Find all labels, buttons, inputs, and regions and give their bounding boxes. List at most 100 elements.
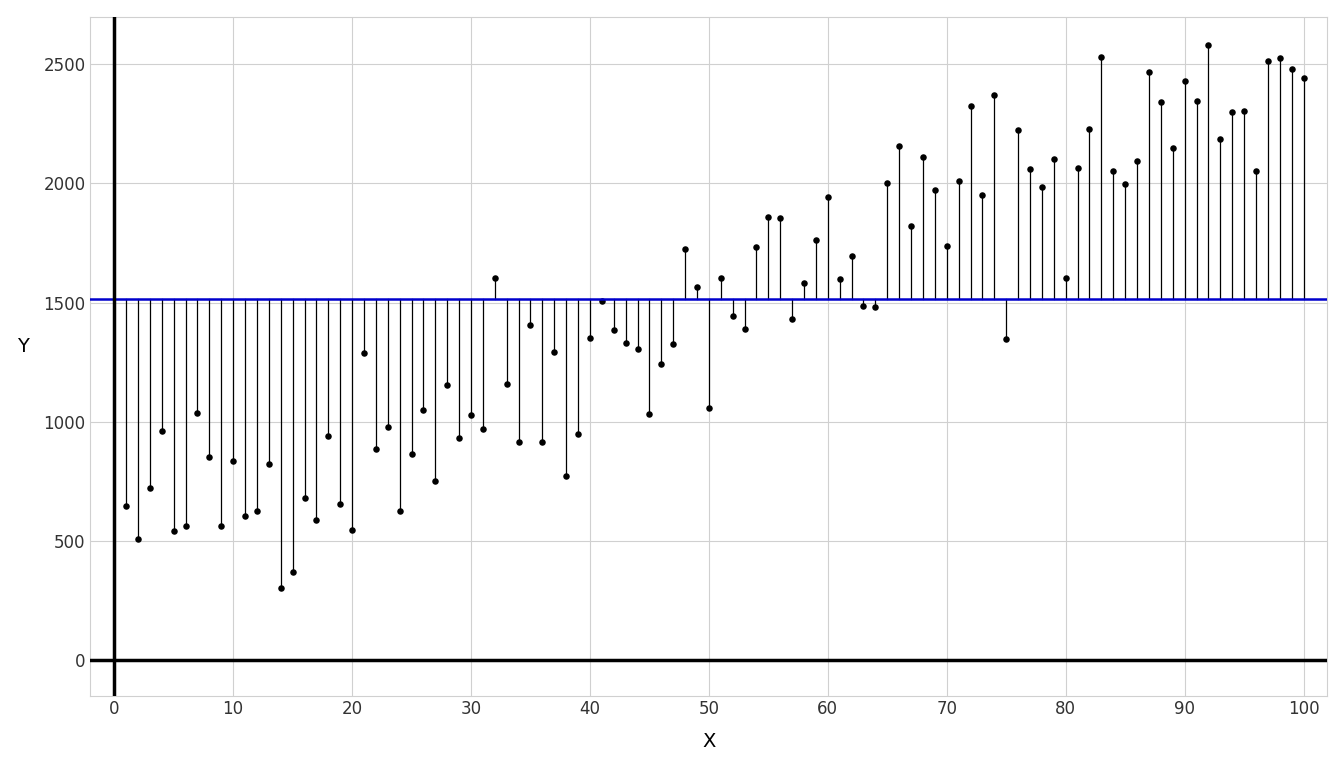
Point [567, 428, 589, 440]
Point [1185, 95, 1207, 108]
Point [425, 475, 446, 487]
Point [722, 310, 743, 322]
Point [1257, 55, 1278, 67]
Point [472, 422, 493, 435]
Point [864, 301, 886, 313]
Point [579, 333, 601, 345]
Point [1222, 106, 1243, 118]
Point [305, 514, 327, 526]
Point [437, 379, 458, 391]
Point [1008, 124, 1030, 136]
Point [294, 492, 316, 504]
Point [222, 455, 243, 467]
X-axis label: X: X [702, 733, 715, 751]
Point [151, 425, 172, 437]
Point [687, 280, 708, 293]
Point [1102, 165, 1124, 177]
Point [140, 482, 161, 494]
Point [1150, 96, 1172, 108]
Point [1090, 51, 1111, 64]
Y-axis label: Y: Y [16, 337, 28, 356]
Point [781, 313, 802, 326]
Point [496, 378, 517, 390]
Point [128, 533, 149, 545]
Point [1126, 154, 1148, 167]
Point [603, 324, 625, 336]
Point [1067, 162, 1089, 174]
Point [698, 402, 719, 414]
Point [484, 272, 505, 284]
Point [746, 241, 767, 253]
Point [175, 520, 196, 532]
Point [1293, 72, 1314, 84]
Point [876, 177, 898, 189]
Point [1019, 163, 1040, 175]
Point [1055, 272, 1077, 284]
Point [329, 498, 351, 511]
Point [935, 240, 957, 252]
Point [960, 100, 981, 112]
Point [187, 407, 208, 419]
Point [984, 89, 1005, 101]
Point [1269, 52, 1290, 65]
Point [913, 151, 934, 163]
Point [1043, 153, 1064, 165]
Point [388, 505, 410, 518]
Point [734, 323, 755, 335]
Point [413, 404, 434, 416]
Point [1079, 123, 1101, 135]
Point [1138, 65, 1160, 78]
Point [663, 338, 684, 350]
Point [532, 435, 554, 448]
Point [972, 189, 993, 201]
Point [996, 333, 1017, 346]
Point [246, 505, 267, 518]
Point [888, 139, 910, 151]
Point [270, 582, 292, 594]
Point [793, 276, 814, 289]
Point [520, 319, 542, 331]
Point [378, 421, 399, 433]
Point [1198, 38, 1219, 51]
Point [852, 300, 874, 313]
Point [234, 510, 255, 522]
Point [401, 448, 422, 460]
Point [317, 430, 339, 442]
Point [948, 175, 969, 187]
Point [900, 220, 922, 232]
Point [805, 233, 827, 246]
Point [449, 432, 470, 445]
Point [675, 243, 696, 255]
Point [710, 273, 731, 285]
Point [1246, 164, 1267, 177]
Point [1173, 75, 1195, 88]
Point [1163, 142, 1184, 154]
Point [258, 458, 280, 471]
Point [1031, 180, 1052, 193]
Point [116, 500, 137, 512]
Point [758, 211, 780, 223]
Point [770, 212, 792, 224]
Point [282, 566, 304, 578]
Point [211, 520, 233, 532]
Point [163, 525, 184, 537]
Point [817, 190, 839, 203]
Point [1114, 177, 1136, 190]
Point [841, 250, 863, 263]
Point [650, 359, 672, 371]
Point [508, 435, 530, 448]
Point [829, 273, 851, 285]
Point [341, 524, 363, 536]
Point [638, 409, 660, 421]
Point [199, 451, 220, 463]
Point [1281, 63, 1302, 75]
Point [614, 336, 636, 349]
Point [366, 443, 387, 455]
Point [591, 295, 613, 307]
Point [543, 346, 564, 358]
Point [460, 409, 481, 422]
Point [1234, 105, 1255, 118]
Point [925, 184, 946, 197]
Point [626, 343, 648, 355]
Point [353, 347, 375, 359]
